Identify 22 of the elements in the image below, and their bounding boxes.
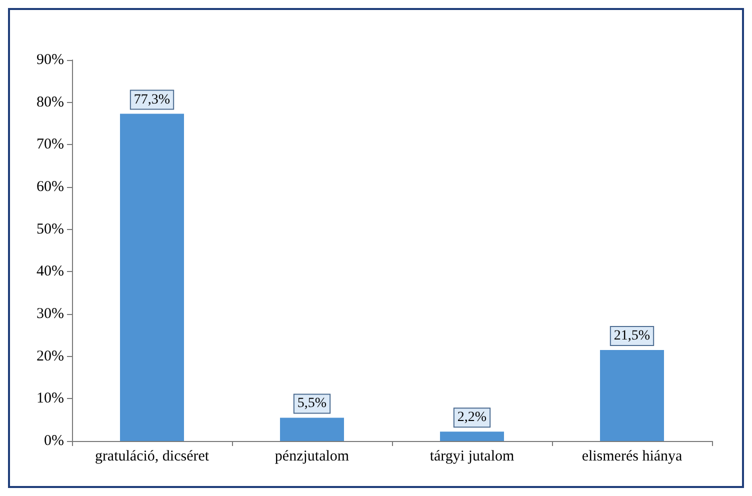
y-tick-label: 0% xyxy=(44,433,64,449)
data-label: 77,3% xyxy=(134,92,170,108)
bar xyxy=(440,432,504,441)
y-tick-label: 20% xyxy=(36,348,64,364)
data-label: 21,5% xyxy=(614,328,650,344)
x-tick-label: tárgyi jutalom xyxy=(430,448,514,464)
x-tick-label: gratuláció, dicséret xyxy=(94,448,210,464)
bar xyxy=(120,114,184,441)
x-tick-label: elismerés hiánya xyxy=(582,448,683,464)
y-tick-label: 90% xyxy=(36,52,64,68)
y-tick-label: 80% xyxy=(36,94,64,110)
y-tick-label: 30% xyxy=(36,306,64,322)
data-label: 2,2% xyxy=(457,410,487,426)
x-tick-label: pénzjutalom xyxy=(274,448,350,464)
data-label: 5,5% xyxy=(297,396,327,412)
y-tick-label: 70% xyxy=(36,136,64,153)
y-tick-label: 60% xyxy=(36,179,64,195)
y-tick-label: 50% xyxy=(36,221,64,238)
y-tick-label: 40% xyxy=(36,264,64,280)
bar xyxy=(600,350,664,441)
bar xyxy=(280,418,344,441)
y-tick-label: 10% xyxy=(36,390,64,407)
